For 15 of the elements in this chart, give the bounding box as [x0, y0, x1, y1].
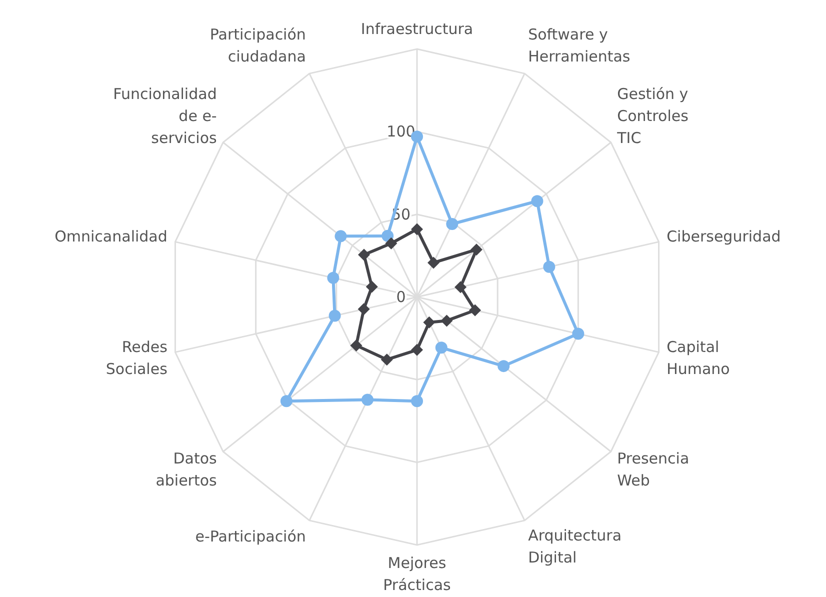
spoke-label: Arquitectura Digital	[528, 526, 622, 566]
spoke-label: Datos abiertos	[156, 449, 218, 490]
spoke-label: Software y Herramientas	[528, 26, 630, 66]
y-tick-label: 0	[396, 288, 406, 306]
spoke-label: Ciberseguridad	[666, 228, 781, 246]
spoke-label: Capital Humano	[666, 338, 730, 378]
spoke-label: Participación ciudadana	[210, 26, 306, 66]
spoke-label: e-Participación	[195, 528, 306, 546]
spoke-label: Gestión y Controles TIC	[616, 84, 689, 147]
spoke-label: Mejores Prácticas	[383, 554, 452, 594]
spoke-label: Omnicanalidad	[54, 228, 168, 246]
spoke-label: Redes Sociales	[106, 338, 168, 378]
spoke-label: Funcionalidad de e-servicios	[113, 84, 218, 147]
spoke-label: Infraestructura	[360, 20, 474, 38]
spoke-label: Presencia Web	[617, 449, 690, 490]
